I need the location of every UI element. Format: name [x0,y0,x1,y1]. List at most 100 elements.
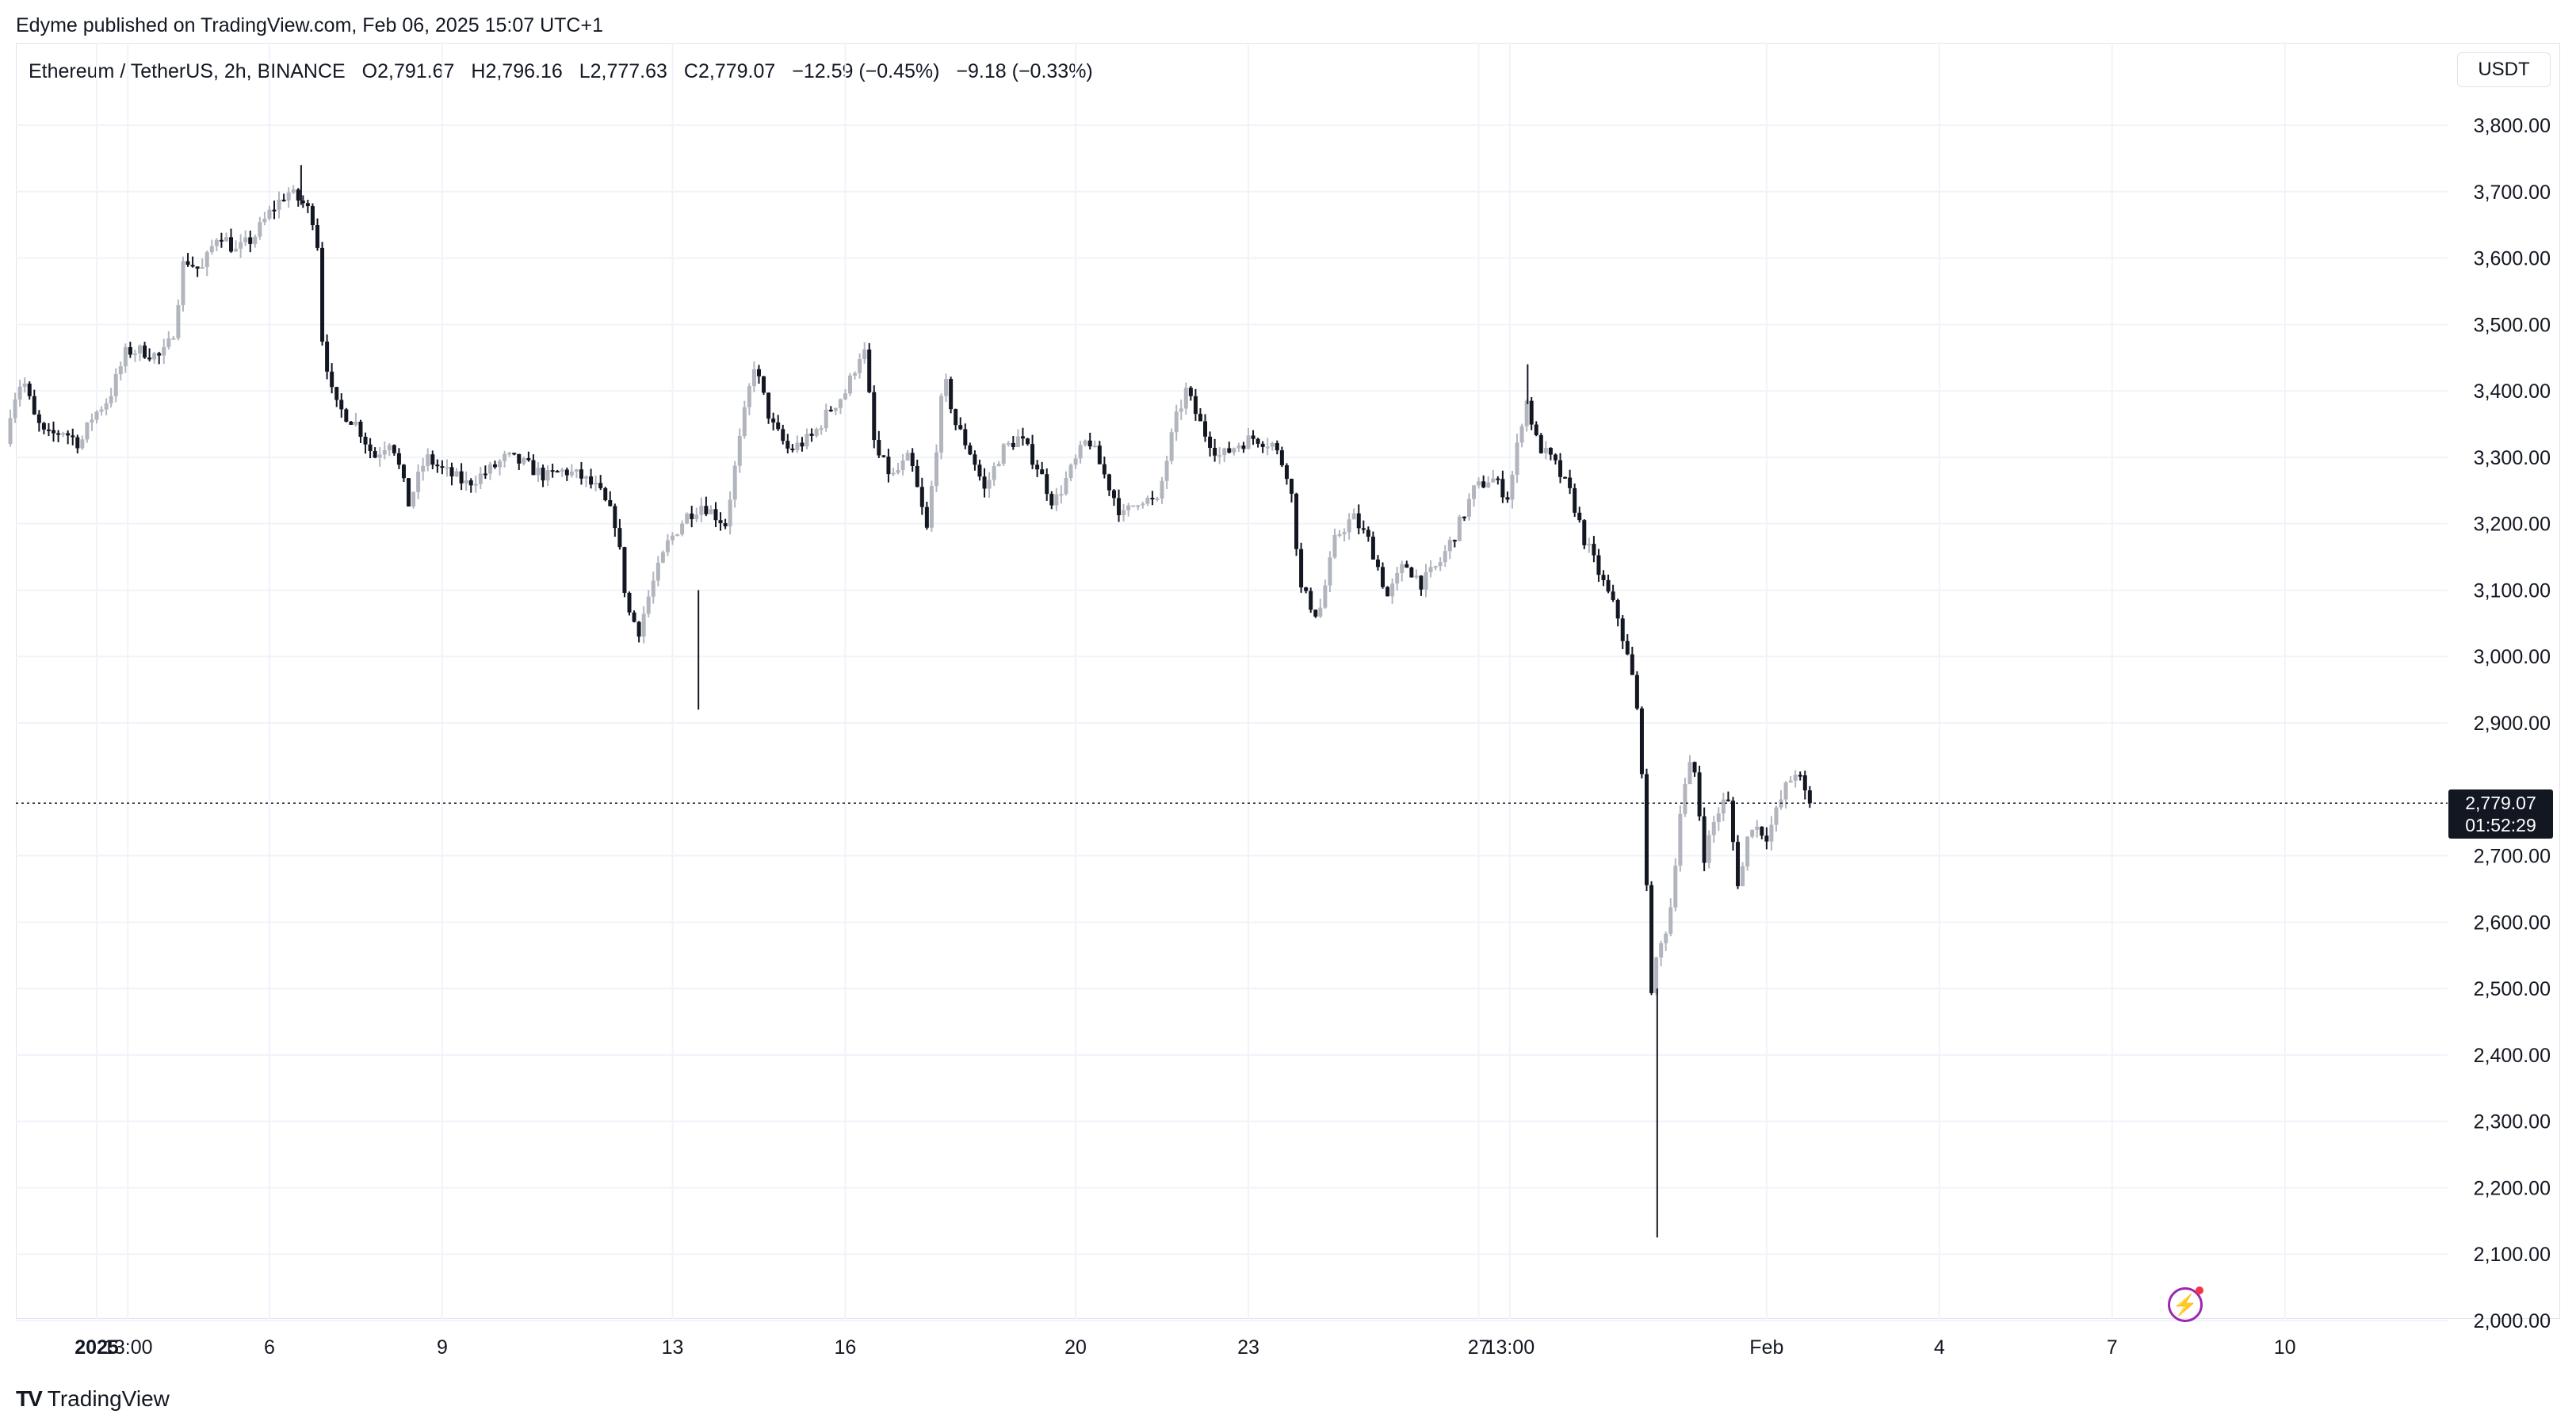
candle-body [1160,480,1164,499]
candle-body [401,464,406,479]
candle-body [655,562,660,581]
candle-body [747,386,751,407]
candle-body [330,371,334,388]
candle-body [85,422,90,440]
candle-body [732,465,737,500]
candle-body [564,469,569,476]
candle-body [1443,551,1447,563]
candle-body [181,261,185,306]
candle-body [1083,440,1087,445]
candle-body [190,265,195,267]
candle-body [805,434,809,447]
candle-body [934,452,938,487]
candle-body [1428,567,1433,572]
candle-body [387,445,392,450]
x-tick-label: 13 [662,1336,684,1359]
y-tick-label: 3,200.00 [2474,514,2551,536]
candle-body [1505,497,1510,500]
candle-body [968,445,973,455]
last-price-value: 2,779.07 [2465,793,2536,813]
candle-body [622,547,627,593]
currency-selector[interactable]: USDT [2457,52,2551,87]
symbol-name[interactable]: Ethereum / TetherUS, 2h, BINANCE [29,60,346,82]
candle-body [1755,826,1760,830]
candle-body [90,419,94,423]
candle-body [1064,478,1068,495]
candle-body [1707,835,1711,863]
candle-body [828,409,833,411]
candle-body [1284,464,1289,480]
candle-body [603,487,608,501]
x-tick-label: 4 [1934,1336,1945,1359]
x-tick-label: 9 [437,1336,448,1359]
candle-body [843,393,847,399]
candle-body [503,453,507,461]
candle-body [1141,503,1145,506]
candle-body [1328,557,1332,586]
tradingview-logo[interactable]: TV TradingView [16,1386,170,1412]
candle-body [1491,478,1496,483]
candle-body [1332,534,1337,558]
candle-body [204,252,209,267]
candle-body [1664,933,1668,944]
candle-body [300,201,305,204]
candle-body [1538,434,1543,453]
candle-body [776,422,781,430]
candle-body [996,464,1001,467]
candle-body [478,473,483,484]
candle-body [1232,448,1236,453]
x-tick-label: Feb [1749,1336,1783,1359]
ohlc-high: H2,796.16 [471,60,563,82]
candle-body [560,469,564,472]
candle-body [1736,842,1741,886]
candle-body [1577,512,1582,521]
candle-body [1573,487,1577,513]
candle-body [66,433,71,436]
candle-body [267,209,272,219]
candle-body [1347,519,1351,533]
candle-body [699,506,704,515]
candle-body [487,464,492,474]
candle-body [675,534,680,537]
candle-body [1741,866,1745,886]
candle-body [1587,544,1592,546]
candle-body [762,376,766,393]
price-change-secondary: −9.18 (−0.33%) [956,60,1093,82]
candle-body [104,403,109,410]
candle-body [589,476,594,485]
candle-body [281,199,286,201]
candle-body [982,476,987,489]
chart-pane[interactable] [16,43,2560,1319]
price-change: −12.59 (−0.45%) [792,60,940,82]
candle-body [41,422,46,430]
candle-body [200,266,204,269]
candle-body [1279,450,1284,465]
candle-body [171,338,176,340]
candle-body [756,369,761,377]
candle-body [1068,464,1073,479]
candle-body [22,383,27,387]
candle-body [1596,555,1601,575]
candle-body [449,467,454,477]
candle-body [262,218,267,223]
x-tick-label: 13:00 [1485,1336,1535,1359]
candle-body [17,386,22,400]
candle-body [1634,675,1639,709]
candle-body [1193,396,1198,415]
candle-body [713,509,718,521]
candle-body [1087,440,1092,447]
candle-body [147,357,152,360]
candle-body [209,246,214,253]
candle-body [1361,528,1366,530]
candle-body [349,422,354,425]
candle-body [742,407,747,437]
candle-body [143,345,147,358]
candle-body [598,483,603,488]
lightning-icon[interactable]: ⚡ [2168,1286,2203,1322]
candle-body [690,513,694,519]
candle-body [185,261,190,266]
candle-body [1716,813,1721,823]
candle-body [1323,585,1328,608]
candle-body [1289,479,1294,494]
